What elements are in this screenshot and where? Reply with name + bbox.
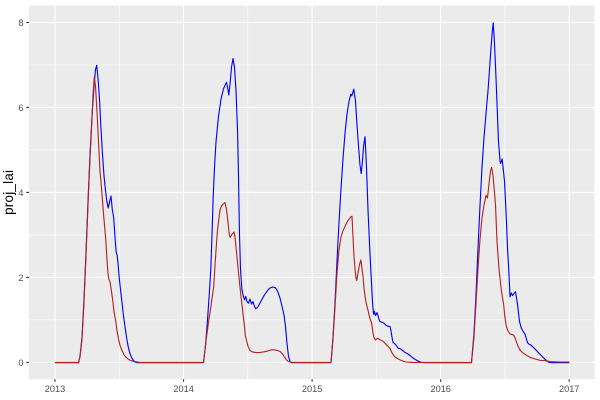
svg-text:2015: 2015 (302, 384, 322, 394)
svg-text:proj_lai: proj_lai (1, 170, 16, 215)
svg-text:2014: 2014 (173, 384, 193, 394)
svg-text:2016: 2016 (430, 384, 450, 394)
svg-text:0: 0 (18, 358, 23, 368)
svg-text:2: 2 (18, 273, 23, 283)
svg-text:4: 4 (18, 188, 23, 198)
svg-text:2013: 2013 (45, 384, 65, 394)
svg-text:2017: 2017 (559, 384, 579, 394)
svg-text:6: 6 (18, 103, 23, 113)
svg-text:8: 8 (18, 18, 23, 28)
